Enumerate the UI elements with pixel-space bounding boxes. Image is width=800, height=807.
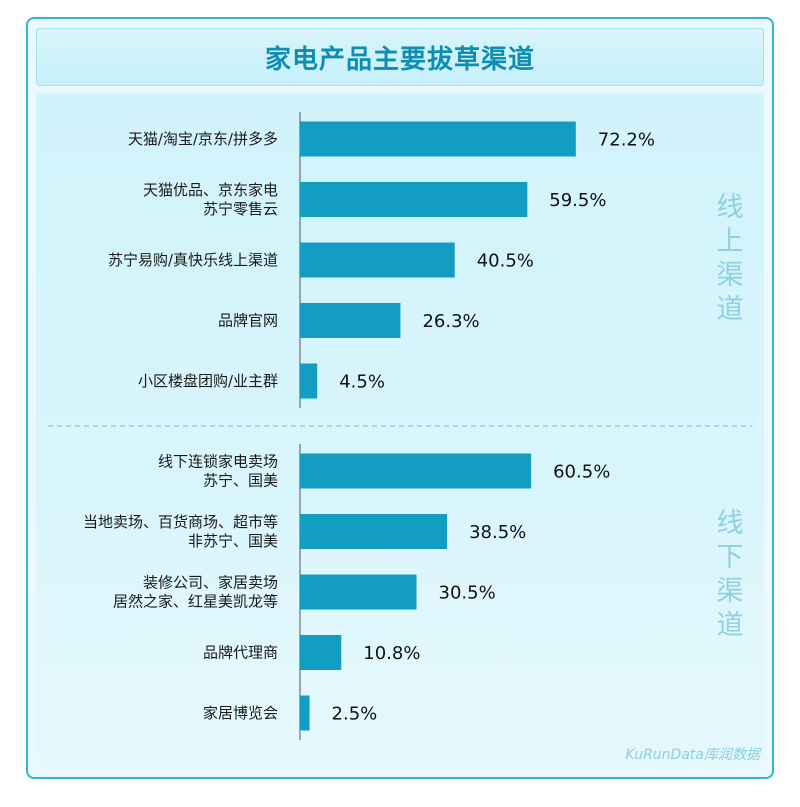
bar [300,695,310,731]
bar [300,363,318,399]
category-label: 小区楼盘团购/业主群 [138,372,278,390]
category-label: 品牌官网 [218,312,278,330]
data-label: 72.2% [598,130,655,151]
bar [300,574,417,610]
bar [300,514,448,549]
data-label: 2.5% [332,704,378,725]
category-label: 非苏宁、国美 [188,532,278,550]
data-label: 38.5% [469,522,526,543]
bar [300,635,342,670]
category-label: 当地卖场、百货商场、超市等 [83,513,278,531]
bar [300,303,401,338]
category-label: 居然之家、红星美凯龙等 [113,593,278,611]
bar [300,453,532,489]
data-label: 10.8% [363,643,420,664]
data-label: 40.5% [477,251,534,272]
category-label: 天猫优品、京东家电 [143,181,278,199]
data-label: 26.3% [422,311,479,332]
bar [300,182,528,217]
category-label: 苏宁零售云 [203,200,278,218]
chart-title: 家电产品主要拔草渠道 [264,44,535,75]
data-label: 30.5% [439,583,496,604]
data-label: 60.5% [553,462,610,483]
category-label: 家居博览会 [203,704,278,722]
title-banner: 家电产品主要拔草渠道 [36,28,764,86]
bar [300,242,455,278]
category-label: 装修公司、家居卖场 [143,574,278,592]
category-label: 天猫/淘宝/京东/拼多多 [128,130,278,148]
group-label: 线下渠道 [717,508,744,641]
group-label: 线上渠道 [717,192,744,325]
watermark: KuRunData库润数据 [625,747,760,763]
category-label: 苏宁易购/真快乐线上渠道 [108,251,278,269]
data-label: 59.5% [549,190,606,211]
category-label: 品牌代理商 [203,644,278,662]
category-label: 线下连锁家电卖场 [158,453,278,471]
bar [300,121,576,157]
category-label: 苏宁、国美 [203,472,278,490]
data-label: 4.5% [339,372,385,393]
